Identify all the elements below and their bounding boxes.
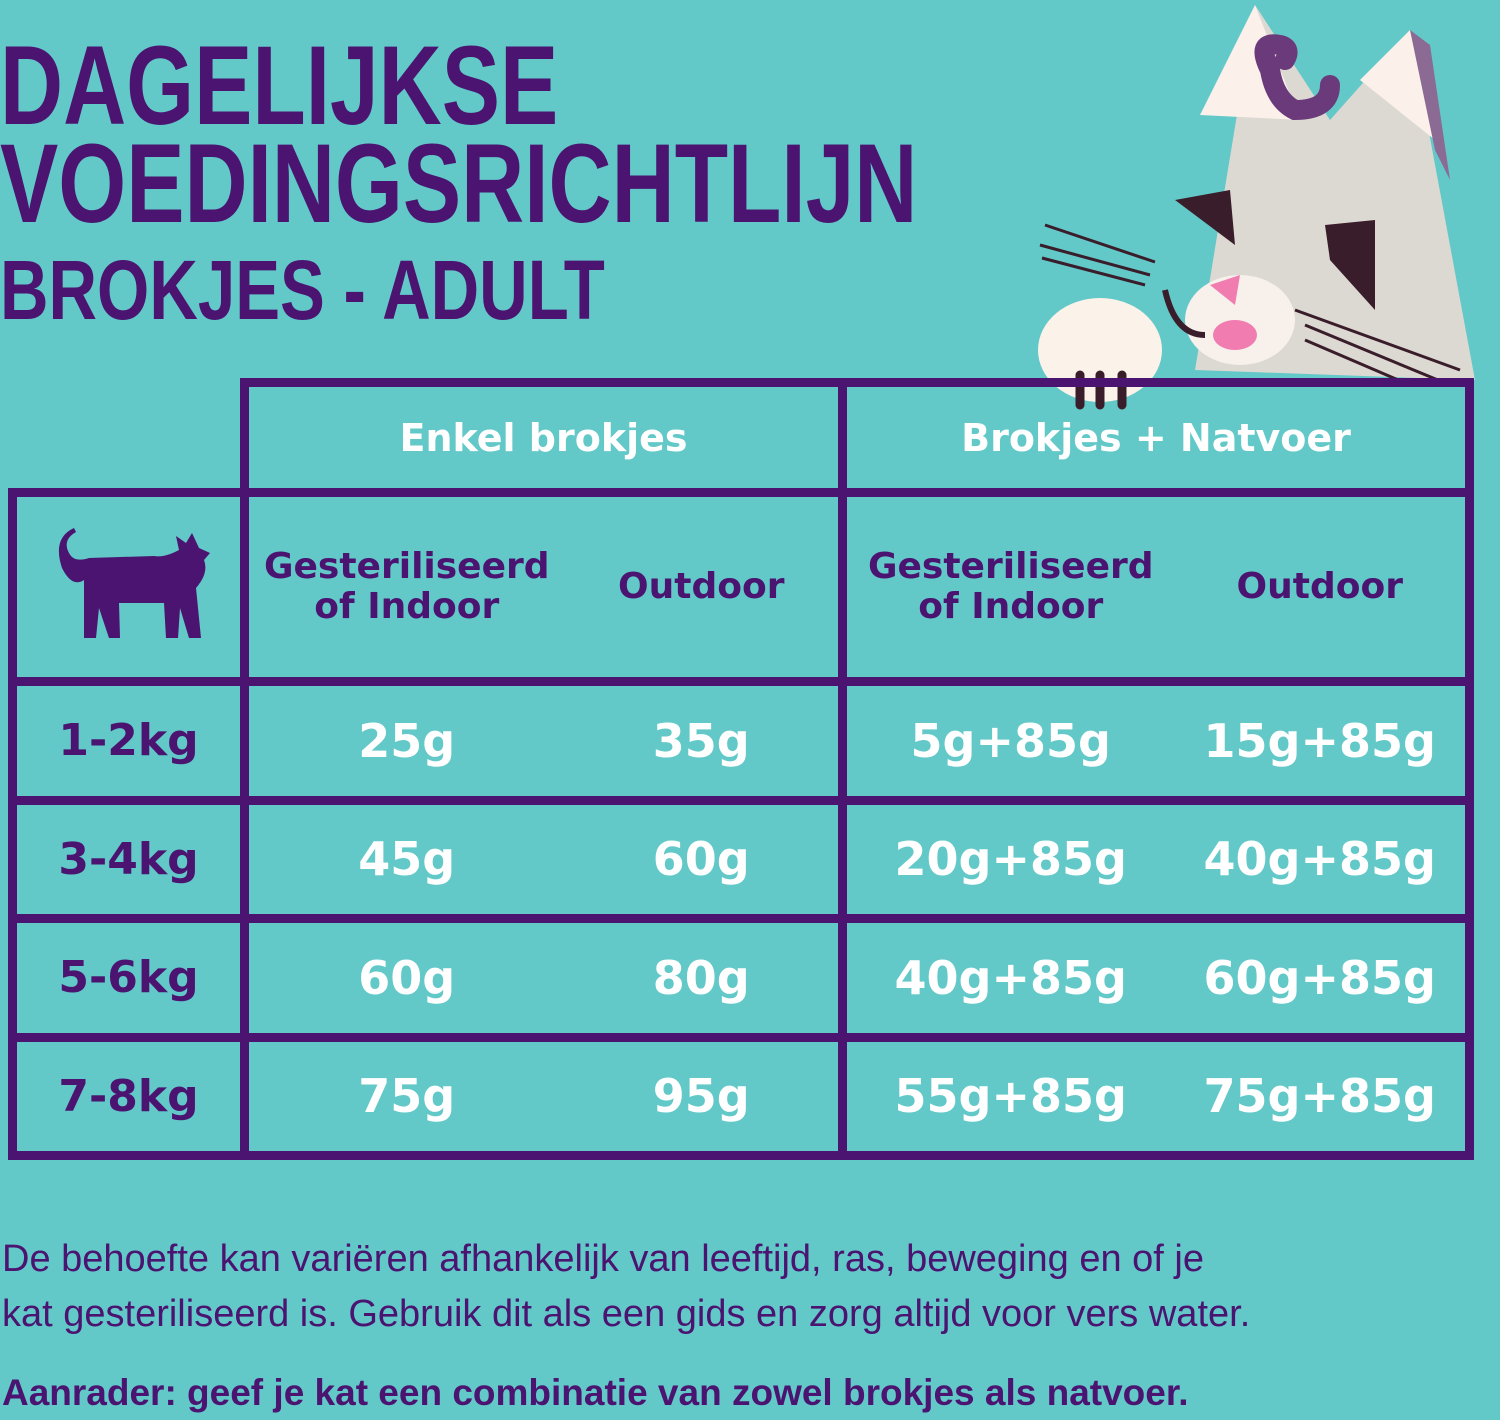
title-line-2: VOEDINGSRICHTLIJN bbox=[0, 121, 918, 246]
weight-cell: 1-2kg bbox=[8, 677, 249, 805]
subheader-mixed-outdoor: Outdoor bbox=[1174, 488, 1475, 686]
value-cell: 35g bbox=[564, 677, 847, 805]
subheader-text: of Indoor bbox=[918, 586, 1104, 627]
table-row: 3-4kg 45g 60g 20g+85g 40g+85g bbox=[8, 795, 1475, 923]
logo-ampersand bbox=[1254, 34, 1340, 121]
cat-cell bbox=[8, 488, 249, 686]
group-header-dry: Enkel brokjes bbox=[240, 378, 847, 497]
table-row: 7-8kg 75g 95g 55g+85g 75g+85g bbox=[8, 1032, 1475, 1160]
value-cell: 5g+85g bbox=[838, 677, 1175, 805]
weight-cell: 5-6kg bbox=[8, 914, 249, 1042]
value-cell: 40g+85g bbox=[838, 914, 1175, 1042]
cat-silhouette-icon bbox=[58, 527, 210, 638]
cat-illustration bbox=[1038, 5, 1475, 410]
value-cell: 40g+85g bbox=[1174, 795, 1475, 923]
value-cell: 60g bbox=[564, 795, 847, 923]
value-cell: 95g bbox=[564, 1032, 847, 1160]
subheader-dry-indoor: Gesteriliseerd of Indoor bbox=[240, 488, 565, 686]
title-line-1: DAGELIJKSE bbox=[0, 23, 559, 148]
weight-cell: 3-4kg bbox=[8, 795, 249, 923]
weight-cell: 7-8kg bbox=[8, 1032, 249, 1160]
note-line-2: kat gesteriliseerd is. Gebruik dit als e… bbox=[2, 1293, 1251, 1335]
subheader-mixed-indoor: Gesteriliseerd of Indoor bbox=[838, 488, 1175, 686]
table-row: 5-6kg 60g 80g 40g+85g 60g+85g bbox=[8, 914, 1475, 1042]
value-cell: 15g+85g bbox=[1174, 677, 1475, 805]
value-cell: 75g bbox=[240, 1032, 565, 1160]
value-cell: 60g bbox=[240, 914, 565, 1042]
value-cell: 45g bbox=[240, 795, 565, 923]
subheader-dry-outdoor: Outdoor bbox=[564, 488, 847, 686]
value-cell: 60g+85g bbox=[1174, 914, 1475, 1042]
subheader-text: of Indoor bbox=[314, 586, 500, 627]
value-cell: 20g+85g bbox=[838, 795, 1175, 923]
note-line-1: De behoefte kan variëren afhankelijk van… bbox=[2, 1238, 1204, 1280]
value-cell: 80g bbox=[564, 914, 847, 1042]
empty-corner bbox=[13, 383, 245, 493]
subtitle: BROKJES - ADULT bbox=[0, 243, 605, 337]
subheader-text: Gesteriliseerd bbox=[867, 546, 1154, 588]
advice-text: Aanrader: geef je kat een combinatie van… bbox=[2, 1372, 1189, 1413]
value-cell: 55g+85g bbox=[838, 1032, 1175, 1160]
feeding-table: Enkel brokjes Brokjes + Natvoer Gesteril… bbox=[8, 378, 1475, 1160]
table-row: 1-2kg 25g 35g 5g+85g 15g+85g bbox=[8, 677, 1475, 805]
value-cell: 25g bbox=[240, 677, 565, 805]
group-header-mixed: Brokjes + Natvoer bbox=[837, 378, 1475, 497]
subheader-text: Gesteriliseerd bbox=[263, 546, 550, 588]
value-cell: 75g+85g bbox=[1174, 1032, 1475, 1160]
